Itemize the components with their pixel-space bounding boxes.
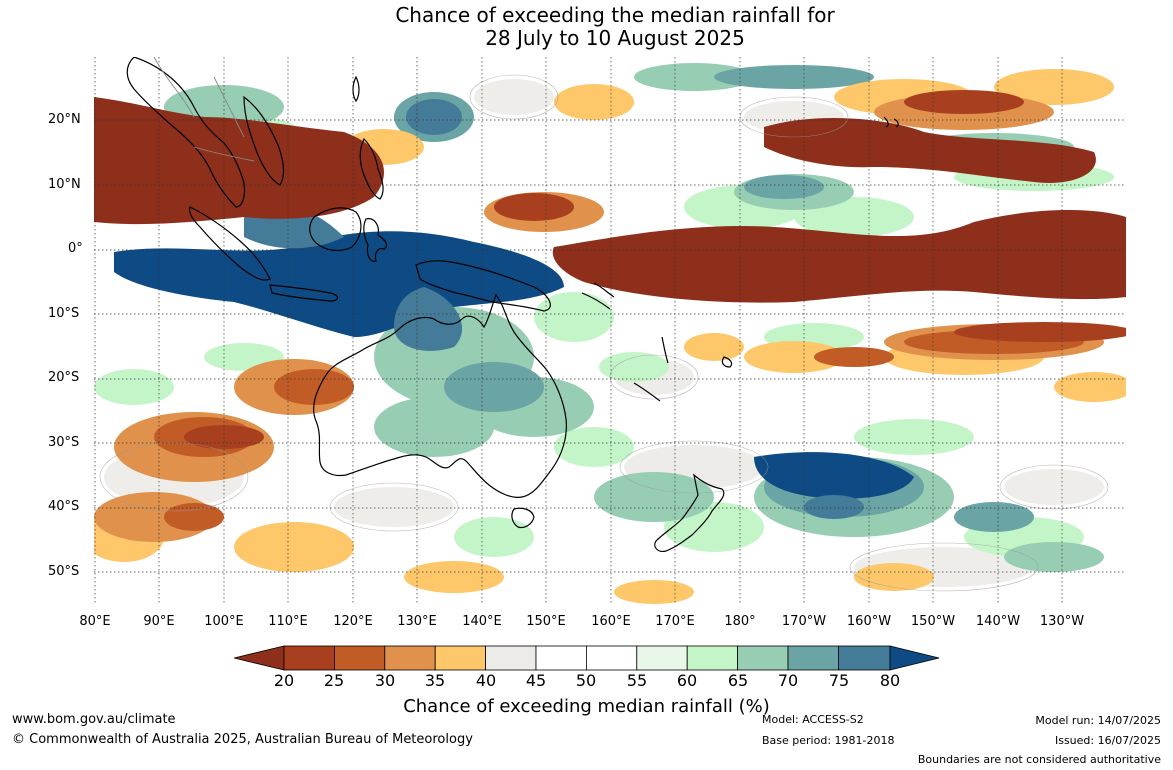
philippines-outline <box>359 137 384 200</box>
colorbar-tick-60: 60 <box>676 671 698 690</box>
lon-label-110e: 110°E <box>268 614 308 629</box>
lon-label-170w: 170°W <box>781 614 827 629</box>
boundaries-disclaimer: Boundaries are not considered authoritat… <box>917 753 1161 766</box>
wet-extreme-regions <box>114 99 914 519</box>
new-zealand-outline <box>654 473 725 552</box>
colorbar-tick-40: 40 <box>475 671 497 690</box>
colorbar-high-arrow <box>889 645 940 671</box>
colorbar-tick-35: 35 <box>424 671 446 690</box>
lon-label-90e: 90°E <box>143 614 175 629</box>
colorbar-swatch-45-50 <box>535 645 587 671</box>
lat-label-30s: 30°S <box>48 435 80 450</box>
colorbar-swatch-60-65 <box>686 645 739 671</box>
coastlines <box>126 57 899 552</box>
model-text: Model: ACCESS-S2 <box>762 713 864 726</box>
colorbar-swatch-25-30 <box>334 645 386 671</box>
indochina-outline <box>243 95 285 186</box>
map-title: Chance of exceeding the median rainfall … <box>0 4 1173 50</box>
contour-lines <box>99 74 1109 592</box>
lon-label-120e: 120°E <box>333 614 373 629</box>
colorbar-swatch-75-80 <box>838 645 891 671</box>
lon-label-80e: 80°E <box>79 614 111 629</box>
lon-label-140e: 140°E <box>462 614 502 629</box>
borneo-outline <box>309 207 362 252</box>
colorbar-tick-75: 75 <box>828 671 850 690</box>
lat-label-10s: 10°S <box>48 306 80 321</box>
lat-label-10n: 10°N <box>48 177 81 192</box>
colorbar-label: Chance of exceeding median rainfall (%) <box>403 696 770 717</box>
colorbar-tick-30: 30 <box>374 671 396 690</box>
tasmania-outline <box>511 507 535 529</box>
new-caledonia-outline <box>633 382 661 402</box>
colorbar-tick-80: 80 <box>879 671 901 690</box>
colorbar-swatch-65-70 <box>737 645 789 671</box>
colorbar <box>234 645 940 671</box>
hawaii-outline <box>883 116 899 128</box>
map-canvas <box>94 57 1126 604</box>
map-title-line1: Chance of exceeding the median rainfall … <box>395 3 835 27</box>
political-boundaries <box>153 57 255 162</box>
copyright-text: © Commonwealth of Australia 2025, Austra… <box>12 732 473 747</box>
colorbar-swatch-50-55 <box>585 645 638 671</box>
lon-label-130e: 130°E <box>397 614 437 629</box>
lon-label-180: 180° <box>724 614 756 629</box>
lon-label-130w: 130°W <box>1039 614 1085 629</box>
lat-label-40s: 40°S <box>48 499 80 514</box>
colorbar-swatch-30-35 <box>384 645 436 671</box>
colorbar-swatch-35-40 <box>434 645 486 671</box>
lat-label-50s: 50°S <box>48 564 80 579</box>
fiji-outline <box>721 356 733 368</box>
colorbar-tick-45: 45 <box>525 671 547 690</box>
lat-label-0: 0° <box>68 241 83 256</box>
lon-label-170e: 170°E <box>655 614 695 629</box>
sumatra-outline <box>189 206 271 281</box>
colorbar-tick-65: 65 <box>727 671 749 690</box>
colorbar-tick-50: 50 <box>575 671 597 690</box>
colorbar-tick-20: 20 <box>273 671 295 690</box>
colorbar-tick-55: 55 <box>626 671 648 690</box>
mainland-asia-outline <box>126 57 246 208</box>
model-run-text: Model run: 14/07/2025 <box>1035 714 1161 727</box>
lon-label-160e: 160°E <box>591 614 631 629</box>
lon-label-160w: 160°W <box>846 614 892 629</box>
lat-label-20n: 20°N <box>48 112 81 127</box>
map-title-line2: 28 July to 10 August 2025 <box>485 26 745 50</box>
lon-label-140w: 140°W <box>975 614 1021 629</box>
vanuatu-outline <box>661 336 669 364</box>
colorbar-low-arrow <box>234 645 285 671</box>
lon-label-100e: 100°E <box>204 614 244 629</box>
australia-outline <box>313 293 567 498</box>
rainfall-probability-map <box>94 57 1126 604</box>
java-outline <box>269 284 339 302</box>
colorbar-swatch-20-25 <box>283 645 335 671</box>
website-text: www.bom.gov.au/climate <box>12 712 176 727</box>
colorbar-swatch-70-75 <box>787 645 839 671</box>
new-guinea-outline <box>415 260 551 312</box>
base-period-text: Base period: 1981-2018 <box>762 734 895 747</box>
issued-text: Issued: 16/07/2025 <box>1054 734 1161 747</box>
sulawesi-outline <box>363 218 388 262</box>
lon-label-150e: 150°E <box>526 614 566 629</box>
graticule <box>94 57 1126 604</box>
dry-extreme-regions <box>94 90 1126 449</box>
colorbar-tick-70: 70 <box>777 671 799 690</box>
lat-label-20s: 20°S <box>48 370 80 385</box>
taiwan-outline <box>352 75 360 103</box>
colorbar-swatch-55-60 <box>636 645 688 671</box>
colorbar-swatch-40-45 <box>485 645 537 671</box>
lon-label-150w: 150°W <box>910 614 956 629</box>
colorbar-tick-25: 25 <box>323 671 345 690</box>
solomon-islands-outline <box>581 282 615 310</box>
